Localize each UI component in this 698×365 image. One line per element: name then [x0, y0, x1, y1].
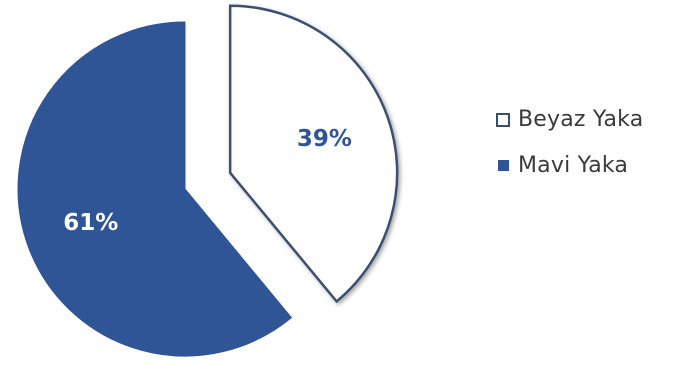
pie-slice-beyaz-yaka [230, 6, 397, 302]
legend-label-mavi-yaka: Mavi Yaka [518, 153, 628, 178]
data-label-mavi-yaka: 61% [63, 210, 118, 236]
pie-slices [18, 6, 397, 356]
legend-swatch-beyaz-yaka [496, 113, 510, 127]
legend-label-beyaz-yaka: Beyaz Yaka [518, 107, 643, 132]
legend-item-beyaz-yaka: Beyaz Yaka [496, 107, 643, 132]
chart-legend: Beyaz Yaka Mavi Yaka [496, 107, 643, 178]
legend-item-mavi-yaka: Mavi Yaka [496, 153, 643, 178]
legend-swatch-mavi-yaka [498, 160, 509, 171]
data-label-beyaz-yaka: 39% [297, 126, 352, 152]
